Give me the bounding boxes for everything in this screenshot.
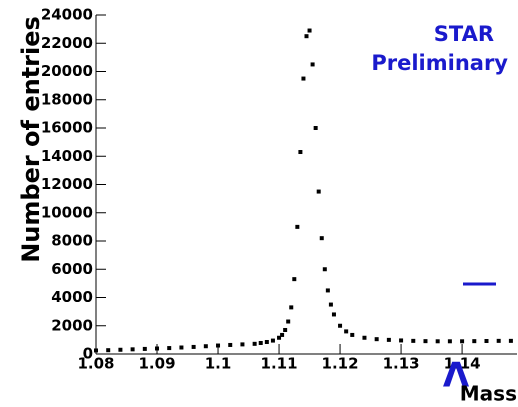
x-tick-label: 1.13: [383, 355, 420, 373]
data-point: [289, 305, 294, 310]
y-tick-label: 6000: [51, 260, 93, 278]
data-point: [295, 224, 300, 229]
data-point: [216, 343, 221, 348]
data-point: [328, 302, 333, 307]
data-point: [130, 347, 135, 352]
data-point: [118, 347, 123, 352]
x-tick-label: 1.12: [322, 355, 359, 373]
x-axis-symbol: Λ: [443, 356, 470, 396]
data-point: [344, 329, 349, 334]
data-point: [155, 346, 160, 351]
y-tick-label: 10000: [41, 203, 93, 221]
data-point: [423, 339, 428, 344]
data-point: [304, 34, 309, 39]
data-point: [313, 126, 318, 130]
data-point: [325, 288, 330, 293]
data-point: [252, 341, 257, 346]
y-tick-label: 12000: [41, 175, 93, 193]
y-tick-label: 24000: [41, 6, 93, 24]
data-point: [142, 346, 147, 351]
x-axis-label: Mass: [460, 382, 517, 406]
data-point: [286, 319, 291, 324]
data-point: [331, 312, 336, 317]
y-tick-label: 16000: [41, 119, 93, 137]
data-point: [283, 327, 288, 332]
x-tick-label: 1.14: [444, 355, 481, 373]
data-point: [350, 332, 355, 337]
data-point: [280, 332, 285, 337]
annotation: STAR: [434, 22, 494, 46]
data-point: [496, 338, 501, 343]
y-tick-label: 0: [83, 345, 93, 363]
y-tick-label: 20000: [41, 62, 93, 80]
data-point: [203, 344, 208, 349]
y-tick-label: 8000: [51, 232, 93, 250]
data-point: [411, 338, 416, 343]
y-tick-label: 4000: [51, 288, 93, 306]
data-point: [338, 323, 343, 328]
data-point: [399, 338, 404, 343]
y-tick-label: 2000: [51, 316, 93, 334]
x-tick-label: 1.08: [77, 355, 114, 373]
data-point: [310, 62, 315, 67]
data-point: [298, 150, 303, 155]
data-point: [228, 342, 233, 347]
data-point: [435, 339, 440, 344]
data-point: [240, 342, 245, 347]
data-point: [264, 339, 269, 344]
data-point: [277, 335, 282, 340]
data-point: [270, 338, 275, 343]
data-point: [106, 348, 111, 353]
data-point: [322, 267, 327, 272]
x-tick-label: 1.11: [261, 355, 298, 373]
annotation: Preliminary: [371, 51, 508, 75]
data-point: [484, 339, 489, 344]
y-tick-label: 18000: [41, 90, 93, 108]
data-point: [508, 338, 513, 343]
data-point: [374, 337, 379, 342]
y-tick-label: 22000: [41, 34, 93, 52]
data-point: [258, 340, 263, 345]
y-tick-label: 14000: [41, 147, 93, 165]
data-point: [301, 76, 306, 81]
data-point: [362, 335, 367, 340]
data-point: [292, 277, 297, 282]
data-point: [94, 348, 98, 353]
x-tick-label: 1.09: [139, 355, 176, 373]
data-point: [307, 28, 312, 33]
data-point: [319, 236, 324, 241]
y-axis-label: Number of entries: [17, 16, 45, 263]
data-point: [460, 339, 465, 344]
data-point: [191, 344, 196, 349]
data-point: [386, 337, 391, 342]
data-point: [316, 189, 321, 194]
data-point: [167, 346, 172, 351]
data-point: [447, 339, 452, 344]
data-point: [179, 345, 184, 350]
data-point: [472, 339, 477, 344]
x-tick-label: 1.1: [205, 355, 232, 373]
